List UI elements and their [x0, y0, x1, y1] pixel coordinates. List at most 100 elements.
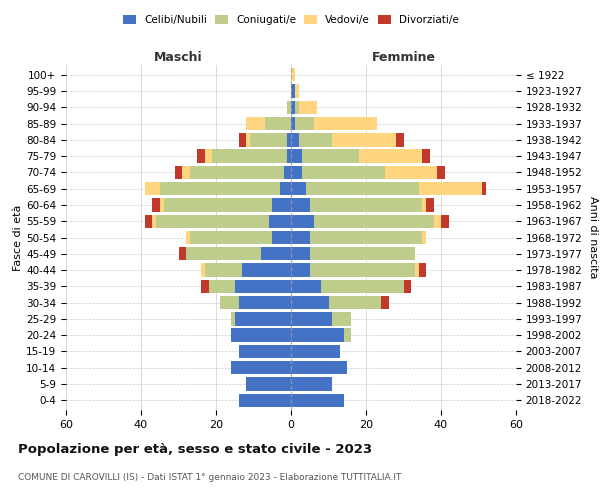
Bar — [231, 312, 235, 326]
Bar — [212, 150, 287, 163]
Bar — [302, 166, 385, 179]
Bar — [310, 198, 422, 211]
Bar — [404, 280, 411, 293]
Bar — [299, 133, 332, 146]
Bar — [220, 296, 239, 310]
Bar — [291, 84, 295, 98]
Bar — [385, 166, 437, 179]
Bar — [422, 150, 430, 163]
Bar — [280, 182, 291, 196]
Bar — [433, 214, 441, 228]
Bar — [205, 264, 242, 276]
Bar — [272, 198, 291, 211]
Bar — [242, 264, 291, 276]
Bar — [310, 247, 415, 260]
Bar — [201, 264, 205, 276]
Bar — [291, 198, 310, 211]
Bar — [287, 150, 291, 163]
Bar — [437, 166, 445, 179]
Bar — [441, 214, 449, 228]
Bar — [239, 394, 291, 407]
Bar — [310, 231, 422, 244]
Bar — [145, 182, 160, 196]
Bar — [291, 117, 295, 130]
Bar — [291, 378, 332, 390]
Bar — [246, 133, 250, 146]
Bar — [291, 361, 347, 374]
Bar — [291, 150, 302, 163]
Bar — [299, 100, 317, 114]
Bar — [272, 231, 291, 244]
Bar — [291, 231, 310, 244]
Bar — [359, 150, 422, 163]
Bar — [291, 296, 329, 310]
Bar — [291, 182, 306, 196]
Bar — [205, 150, 212, 163]
Bar — [269, 214, 291, 228]
Bar — [160, 182, 280, 196]
Bar — [235, 312, 291, 326]
Bar — [261, 247, 291, 260]
Bar — [321, 280, 404, 293]
Bar — [291, 280, 321, 293]
Bar — [329, 296, 381, 310]
Bar — [145, 214, 152, 228]
Bar — [287, 133, 291, 146]
Text: Maschi: Maschi — [154, 51, 203, 64]
Bar — [381, 296, 389, 310]
Bar — [302, 150, 359, 163]
Bar — [310, 264, 415, 276]
Text: Popolazione per età, sesso e stato civile - 2023: Popolazione per età, sesso e stato civil… — [18, 442, 372, 456]
Legend: Celibi/Nubili, Coniugati/e, Vedovi/e, Divorziati/e: Celibi/Nubili, Coniugati/e, Vedovi/e, Di… — [120, 12, 462, 28]
Text: Femmine: Femmine — [371, 51, 436, 64]
Text: COMUNE DI CAROVILLI (IS) - Dati ISTAT 1° gennaio 2023 - Elaborazione TUTTITALIA.: COMUNE DI CAROVILLI (IS) - Dati ISTAT 1°… — [18, 472, 401, 482]
Bar — [156, 214, 269, 228]
Bar — [291, 133, 299, 146]
Bar — [152, 198, 160, 211]
Bar — [314, 214, 433, 228]
Bar — [250, 133, 287, 146]
Bar — [332, 133, 396, 146]
Bar — [287, 100, 291, 114]
Bar — [291, 394, 343, 407]
Bar — [422, 231, 426, 244]
Bar — [175, 166, 182, 179]
Bar — [284, 166, 291, 179]
Bar — [246, 117, 265, 130]
Bar — [291, 264, 310, 276]
Bar — [246, 378, 291, 390]
Bar — [265, 117, 291, 130]
Bar — [422, 198, 426, 211]
Bar — [190, 166, 284, 179]
Bar — [239, 344, 291, 358]
Bar — [209, 280, 235, 293]
Bar — [419, 182, 482, 196]
Bar — [231, 361, 291, 374]
Bar — [186, 231, 190, 244]
Bar — [239, 133, 246, 146]
Bar — [295, 117, 314, 130]
Bar — [415, 264, 419, 276]
Bar — [291, 312, 332, 326]
Bar — [179, 247, 186, 260]
Bar — [190, 231, 272, 244]
Bar — [295, 100, 299, 114]
Bar — [186, 247, 261, 260]
Bar — [163, 198, 272, 211]
Bar — [291, 344, 340, 358]
Bar — [295, 84, 299, 98]
Bar — [396, 133, 404, 146]
Bar — [419, 264, 426, 276]
Bar — [332, 312, 351, 326]
Bar — [197, 150, 205, 163]
Bar — [291, 166, 302, 179]
Bar — [291, 100, 295, 114]
Bar — [314, 117, 377, 130]
Bar — [239, 296, 291, 310]
Bar — [160, 198, 163, 211]
Y-axis label: Anni di nascita: Anni di nascita — [588, 196, 598, 279]
Bar — [182, 166, 190, 179]
Bar — [152, 214, 156, 228]
Bar — [482, 182, 486, 196]
Y-axis label: Fasce di età: Fasce di età — [13, 204, 23, 270]
